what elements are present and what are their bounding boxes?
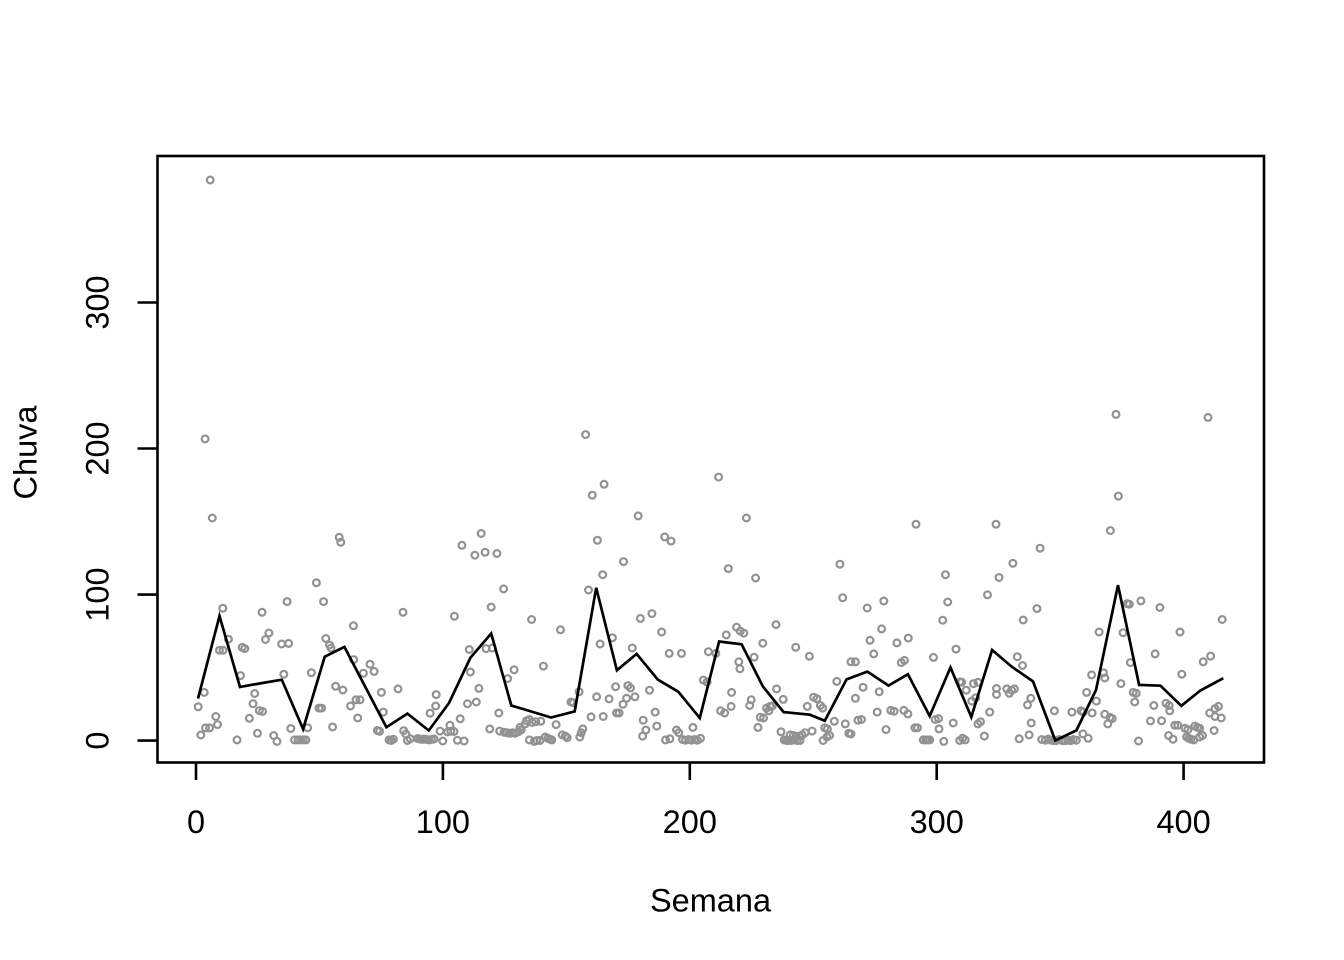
svg-text:0: 0 (187, 804, 205, 840)
svg-text:100: 100 (80, 567, 116, 621)
svg-text:200: 200 (663, 804, 717, 840)
svg-text:200: 200 (80, 421, 116, 475)
svg-text:400: 400 (1156, 804, 1210, 840)
svg-text:100: 100 (416, 804, 470, 840)
svg-text:Chuva: Chuva (8, 405, 44, 500)
svg-text:300: 300 (910, 804, 964, 840)
svg-text:0: 0 (80, 732, 116, 750)
svg-text:Semana: Semana (650, 883, 772, 919)
svg-text:300: 300 (80, 275, 116, 329)
